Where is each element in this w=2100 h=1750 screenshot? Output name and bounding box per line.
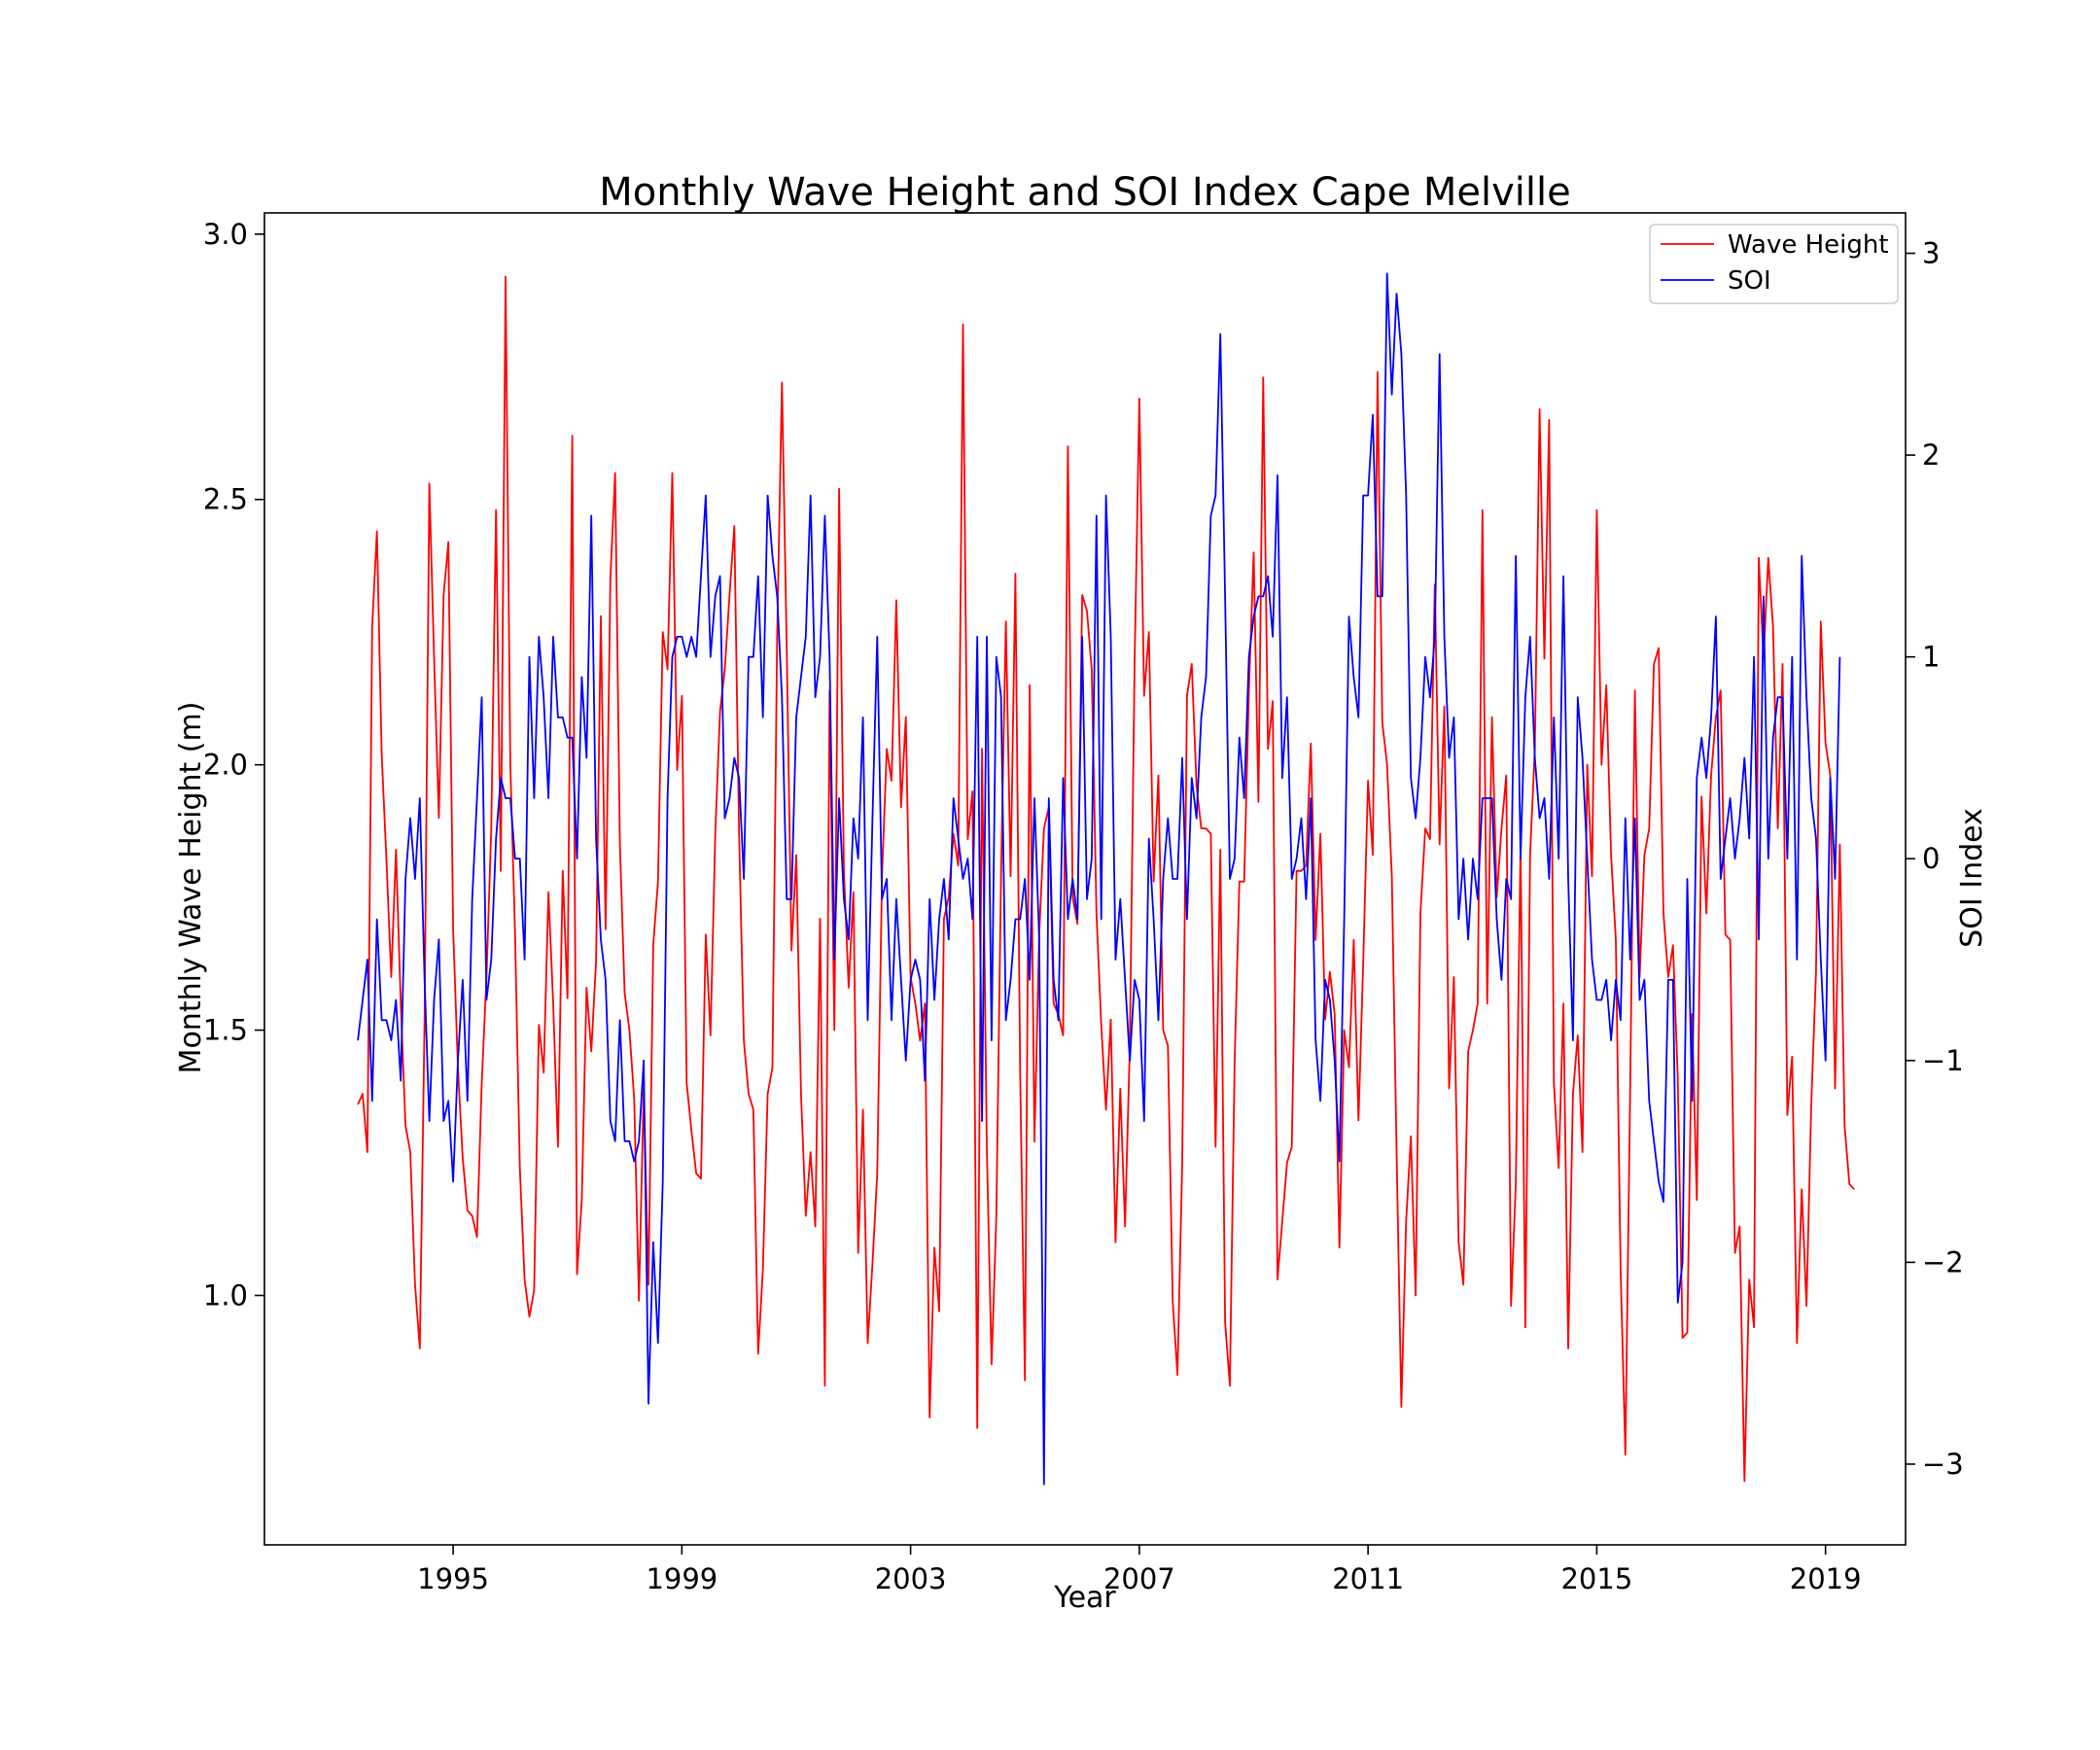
legend: Wave Height SOI xyxy=(1649,224,1899,304)
series-line-soi xyxy=(357,272,1841,1486)
left-y-tick-label: 1.0 xyxy=(203,1278,248,1312)
right-y-tick-label: −1 xyxy=(1922,1044,1964,1077)
x-axis: 1995 1999 2003 2007 2011 2015 2019 xyxy=(417,1545,1862,1595)
left-y-axis-label: Monthly Wave Height (m) xyxy=(174,702,208,1074)
right-y-tick-label: 3 xyxy=(1922,237,1940,270)
chart-title: Monthly Wave Height and SOI Index Cape M… xyxy=(599,170,1571,215)
x-tick-label: 2015 xyxy=(1560,1562,1632,1595)
left-y-tick-label: 1.5 xyxy=(203,1014,248,1047)
x-tick-label: 2007 xyxy=(1103,1562,1175,1595)
series-line-wave-height xyxy=(357,275,1855,1483)
legend-label-soi: SOI xyxy=(1728,266,1771,296)
right-y-tick-label: −3 xyxy=(1922,1448,1964,1481)
x-tick-label: 1999 xyxy=(646,1562,718,1595)
right-y-tick-label: 2 xyxy=(1922,438,1940,472)
right-y-axis: −3 −2 −1 0 1 2 3 xyxy=(1906,237,1964,1481)
right-y-axis-label: SOI Index xyxy=(1955,808,1989,948)
right-y-tick-label: −2 xyxy=(1922,1245,1964,1278)
left-y-tick-label: 3.0 xyxy=(203,218,248,251)
x-axis-label: Year xyxy=(1053,1581,1116,1615)
legend-label-wave-height: Wave Height xyxy=(1728,230,1889,260)
right-y-tick-label: 0 xyxy=(1922,842,1940,875)
left-y-axis: 1.0 1.5 2.0 2.5 3.0 xyxy=(203,218,264,1312)
left-y-tick-label: 2.5 xyxy=(203,483,248,516)
x-tick-label: 2003 xyxy=(875,1562,947,1595)
x-tick-label: 1995 xyxy=(417,1562,489,1595)
left-y-tick-label: 2.0 xyxy=(203,749,248,782)
plot-frame xyxy=(263,212,1907,1546)
x-tick-label: 2019 xyxy=(1790,1562,1862,1595)
right-y-tick-label: 1 xyxy=(1922,641,1940,674)
plot-area xyxy=(357,272,1855,1486)
x-tick-label: 2011 xyxy=(1332,1562,1404,1595)
